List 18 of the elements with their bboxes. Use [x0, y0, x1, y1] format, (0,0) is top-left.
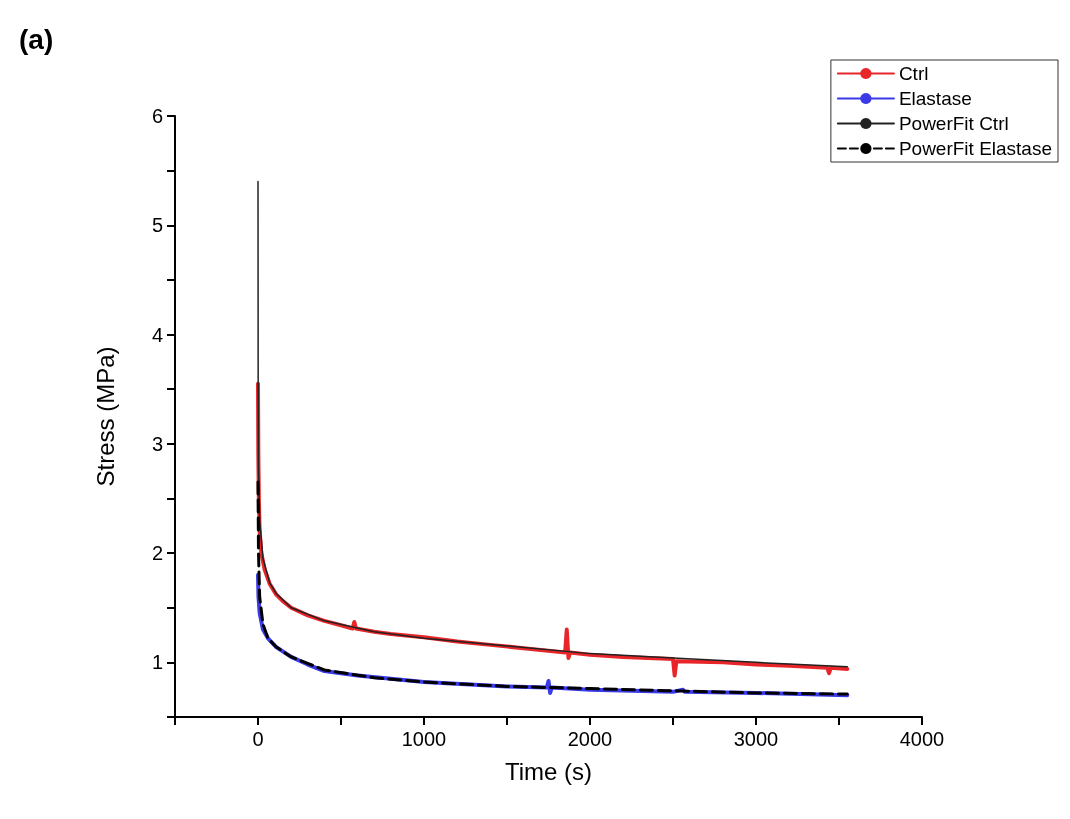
- y-tick-label: 3: [151, 432, 163, 455]
- x-tick-label: 2000: [567, 728, 613, 750]
- y-tick-label: 2: [151, 542, 163, 565]
- x-tick-label: 4000: [899, 728, 945, 750]
- chart-title: (a): [19, 23, 54, 55]
- y-tick-label: 6: [151, 105, 163, 127]
- x-tick-label: 1000: [401, 728, 447, 750]
- legend-label: PowerFit Elastase: [898, 138, 1053, 159]
- x-tick-label: 0: [252, 728, 264, 750]
- y-tick-label: 5: [151, 214, 163, 237]
- x-axis-title: Time (s): [504, 757, 593, 785]
- legend-label: Ctrl: [898, 63, 929, 84]
- y-tick-label: 1: [151, 651, 163, 674]
- x-tick-label: 3000: [733, 728, 779, 750]
- y-tick-label: 4: [151, 323, 163, 346]
- legend-label: Elastase: [898, 88, 972, 109]
- legend-label: PowerFit Ctrl: [898, 113, 1009, 134]
- y-axis-title: Stress (MPa): [91, 346, 119, 487]
